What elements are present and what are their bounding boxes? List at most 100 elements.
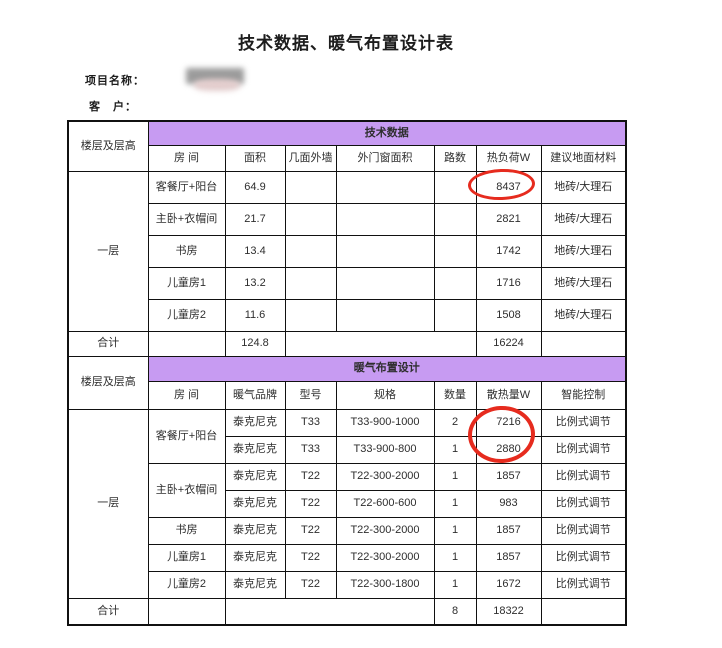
tech-total-label: 合计 — [67, 330, 149, 357]
heating-total-output: 18322 — [475, 597, 542, 626]
tech-area-cell: 13.2 — [224, 266, 286, 300]
heating-output-cell: 1857 — [475, 516, 542, 545]
tech-material-cell: 地砖/大理石 — [540, 298, 627, 332]
tech-circuits-cell — [433, 266, 477, 300]
heating-model-cell: T22 — [284, 570, 337, 599]
heating-spec-cell: T22-300-2000 — [335, 543, 435, 572]
tech-room-cell: 儿童房2 — [147, 298, 226, 332]
tech-area-cell: 13.4 — [224, 234, 286, 268]
heating-spec-cell: T22-600-600 — [335, 489, 435, 518]
tech-col-circuits: 路数 — [433, 144, 477, 172]
tech-ext-walls-cell — [284, 266, 337, 300]
tech-area-cell: 11.6 — [224, 298, 286, 332]
tech-room-cell: 书房 — [147, 234, 226, 268]
heating-spec-cell: T33-900-1000 — [335, 408, 435, 437]
heating-model-cell: T22 — [284, 543, 337, 572]
heating-output-cell: 1857 — [475, 543, 542, 572]
project-name-label: 项目名称： — [85, 75, 145, 87]
tech-circuits-cell — [433, 234, 477, 268]
tech-ext-walls-cell — [284, 202, 337, 236]
tech-floor-col-header: 楼层及层高 — [67, 120, 149, 172]
tech-material-cell: 地砖/大理石 — [540, 234, 627, 268]
heating-output-cell: 2880 — [475, 435, 542, 464]
tech-circuits-cell — [433, 202, 477, 236]
heating-model-cell: T33 — [284, 435, 337, 464]
heating-model-cell: T22 — [284, 516, 337, 545]
heating-room-cell: 书房 — [147, 516, 226, 545]
heating-qty-cell: 1 — [433, 516, 477, 545]
page-title: 技术数据、暖气布置设计表 — [238, 34, 454, 53]
redaction-blur-pink — [194, 79, 240, 91]
heating-col-model: 型号 — [284, 380, 337, 410]
tech-material-cell: 地砖/大理石 — [540, 266, 627, 300]
heating-col-qty: 数量 — [433, 380, 477, 410]
tech-section-band: 技术数据 — [147, 120, 627, 146]
heating-control-cell: 比例式调节 — [540, 543, 627, 572]
heating-col-control: 智能控制 — [540, 380, 627, 410]
heating-output-cell: 983 — [475, 489, 542, 518]
tech-door-window-cell — [335, 202, 435, 236]
heating-total-merged-empty — [224, 597, 435, 626]
heating-room-cell: 主卧+衣帽间 — [147, 462, 226, 518]
tech-total-area: 124.8 — [224, 330, 286, 357]
heating-brand-cell: 泰克尼克 — [224, 435, 286, 464]
heating-spec-cell: T22-300-2000 — [335, 516, 435, 545]
heating-room-cell: 客餐厅+阳台 — [147, 408, 226, 464]
heating-qty-cell: 1 — [433, 489, 477, 518]
heating-control-cell: 比例式调节 — [540, 408, 627, 437]
heating-qty-cell: 1 — [433, 435, 477, 464]
tech-circuits-cell — [433, 170, 477, 204]
tech-heat-load-cell: 1716 — [475, 266, 542, 300]
tech-heat-load-cell: 8437 — [475, 170, 542, 204]
tech-heat-load-cell: 1742 — [475, 234, 542, 268]
tech-heat-load-cell: 2821 — [475, 202, 542, 236]
tech-col-room: 房 间 — [147, 144, 226, 172]
tech-floor-cell: 一层 — [67, 170, 149, 332]
heating-brand-cell: 泰克尼克 — [224, 570, 286, 599]
heating-brand-cell: 泰克尼克 — [224, 543, 286, 572]
tech-circuits-cell — [433, 298, 477, 332]
heating-control-cell: 比例式调节 — [540, 462, 627, 491]
tech-room-cell: 客餐厅+阳台 — [147, 170, 226, 204]
heating-col-heat-output: 散热量W — [475, 380, 542, 410]
heating-floor-cell: 一层 — [67, 408, 149, 599]
heating-model-cell: T22 — [284, 462, 337, 491]
heating-model-cell: T33 — [284, 408, 337, 437]
heating-spec-cell: T22-300-2000 — [335, 462, 435, 491]
heating-control-cell: 比例式调节 — [540, 516, 627, 545]
tech-col-door-window-area: 外门窗面积 — [335, 144, 435, 172]
tech-material-cell: 地砖/大理石 — [540, 202, 627, 236]
tech-col-heat-load: 热负荷W — [475, 144, 542, 172]
tech-room-cell: 主卧+衣帽间 — [147, 202, 226, 236]
tech-area-cell: 21.7 — [224, 202, 286, 236]
heating-col-spec: 规格 — [335, 380, 435, 410]
heating-qty-cell: 1 — [433, 570, 477, 599]
heating-output-cell: 7216 — [475, 408, 542, 437]
tech-heat-load-cell: 1508 — [475, 298, 542, 332]
tech-door-window-cell — [335, 234, 435, 268]
heating-col-room: 房 间 — [147, 380, 226, 410]
heating-control-cell: 比例式调节 — [540, 489, 627, 518]
tech-room-cell: 儿童房1 — [147, 266, 226, 300]
customer-label: 客 户： — [89, 101, 137, 113]
heating-total-room-empty — [147, 597, 226, 626]
tech-area-cell: 64.9 — [224, 170, 286, 204]
heating-room-cell: 儿童房1 — [147, 543, 226, 572]
heating-control-cell: 比例式调节 — [540, 570, 627, 599]
heating-control-cell: 比例式调节 — [540, 435, 627, 464]
tech-col-area: 面积 — [224, 144, 286, 172]
heating-total-label: 合计 — [67, 597, 149, 626]
tech-col-ext-walls: 几面外墙 — [284, 144, 337, 172]
heating-brand-cell: 泰克尼克 — [224, 516, 286, 545]
heating-brand-cell: 泰克尼克 — [224, 489, 286, 518]
tech-ext-walls-cell — [284, 298, 337, 332]
heating-total-qty: 8 — [433, 597, 477, 626]
heating-spec-cell: T33-900-800 — [335, 435, 435, 464]
heating-output-cell: 1672 — [475, 570, 542, 599]
tech-door-window-cell — [335, 266, 435, 300]
heating-qty-cell: 2 — [433, 408, 477, 437]
tech-ext-walls-cell — [284, 234, 337, 268]
redacted-project-name — [180, 64, 260, 98]
tech-total-material-empty — [540, 330, 627, 357]
